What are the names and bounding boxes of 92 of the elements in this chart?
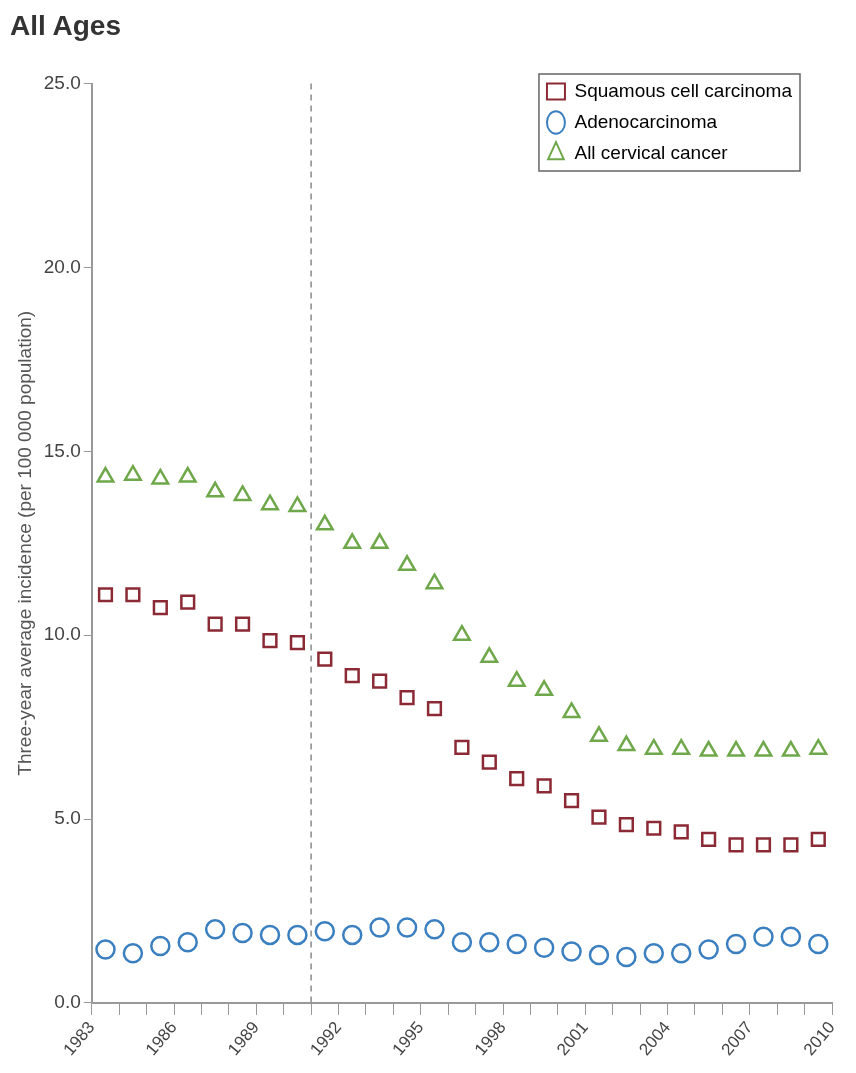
point — [725, 933, 747, 955]
point — [125, 587, 141, 603]
point — [287, 924, 308, 946]
y-tick-label: 5.0 — [54, 807, 81, 829]
point — [728, 837, 744, 853]
point — [262, 633, 278, 649]
legend-label: Adenocarcinoma — [574, 110, 718, 132]
point — [341, 924, 363, 946]
point — [426, 701, 443, 717]
point — [123, 464, 142, 481]
point — [783, 837, 799, 853]
legend-label: Squamous cell carcinoma — [574, 79, 793, 101]
point — [535, 680, 554, 697]
point — [369, 917, 390, 938]
point — [616, 946, 637, 968]
point — [370, 533, 389, 550]
point — [507, 670, 526, 687]
y-tick-label: 25.0 — [43, 71, 81, 93]
point — [481, 754, 497, 770]
point — [259, 924, 281, 946]
point — [618, 816, 634, 833]
point — [701, 831, 717, 847]
point — [480, 647, 499, 663]
point — [97, 587, 114, 603]
point — [177, 931, 198, 953]
y-tick-label: 0.0 — [54, 991, 81, 1013]
point — [670, 943, 692, 964]
point — [672, 738, 691, 755]
point — [96, 466, 115, 483]
point — [122, 943, 144, 964]
point — [451, 931, 473, 953]
point — [372, 673, 388, 689]
point — [398, 555, 417, 572]
y-axis-title: Three-year average incidence (per 100 000 population) — [13, 310, 35, 776]
point — [533, 937, 555, 959]
point — [781, 740, 800, 757]
point — [344, 668, 360, 684]
point — [95, 939, 116, 960]
point — [206, 481, 225, 498]
point — [260, 494, 280, 511]
point — [589, 726, 609, 743]
point — [646, 820, 662, 836]
chart-title: All Ages — [10, 9, 121, 41]
point — [644, 738, 663, 755]
point — [288, 496, 307, 513]
point — [314, 920, 336, 942]
point — [591, 809, 607, 825]
point — [808, 933, 829, 955]
point — [698, 939, 719, 960]
point — [754, 740, 773, 757]
point — [204, 919, 226, 940]
point — [207, 616, 223, 632]
point — [425, 573, 444, 590]
point — [643, 943, 665, 964]
point — [727, 740, 746, 757]
point — [588, 944, 610, 966]
point — [178, 466, 197, 483]
point — [233, 485, 252, 502]
point — [536, 778, 552, 794]
point — [315, 514, 334, 531]
point — [753, 926, 774, 947]
point — [673, 824, 689, 840]
point — [561, 941, 582, 962]
point — [343, 533, 362, 550]
point — [563, 793, 580, 809]
point — [617, 735, 636, 752]
point — [289, 634, 306, 651]
y-tick-label: 20.0 — [43, 255, 81, 277]
point — [509, 770, 525, 787]
point — [152, 600, 168, 616]
point — [399, 690, 415, 706]
point — [180, 594, 196, 610]
point — [234, 616, 251, 632]
point — [562, 702, 581, 719]
legend-label: All cervical cancer — [574, 141, 729, 163]
point — [479, 931, 500, 953]
point — [810, 831, 826, 847]
point — [506, 933, 527, 955]
point — [317, 651, 333, 667]
point — [150, 935, 171, 957]
point — [699, 740, 718, 757]
point — [755, 837, 772, 853]
y-tick-label: 10.0 — [43, 623, 81, 645]
point — [452, 624, 471, 641]
point — [232, 922, 253, 944]
point — [454, 739, 470, 755]
point — [424, 919, 445, 940]
point — [396, 917, 418, 938]
point — [809, 738, 828, 755]
y-tick-label: 15.0 — [43, 439, 81, 461]
point — [780, 926, 802, 947]
point — [151, 468, 170, 485]
